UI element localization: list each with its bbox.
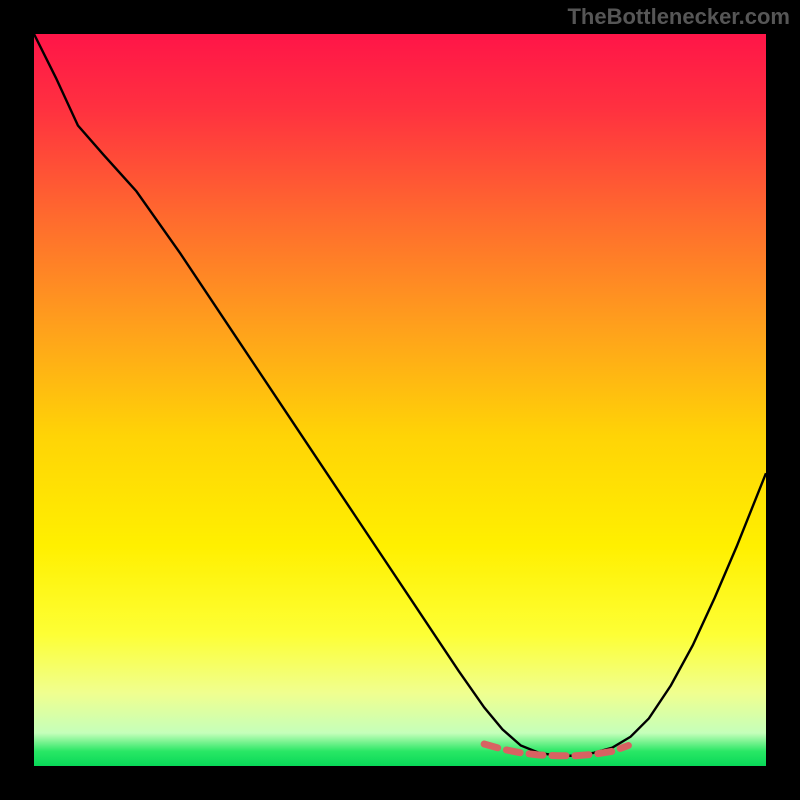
chart-container: TheBottlenecker.com — [0, 0, 800, 800]
bottom-marker-curve — [484, 744, 628, 756]
watermark-text: TheBottlenecker.com — [567, 4, 790, 30]
curve-layer — [34, 34, 766, 766]
plot-area — [34, 34, 766, 766]
main-curve — [34, 34, 766, 756]
